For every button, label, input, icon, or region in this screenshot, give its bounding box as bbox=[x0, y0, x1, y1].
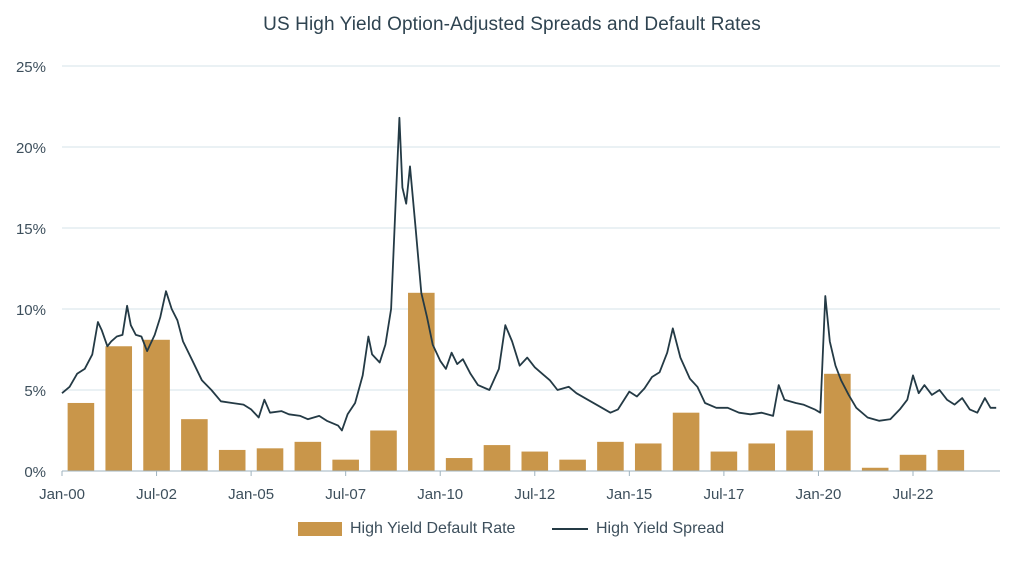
default-rate-bar bbox=[67, 402, 95, 471]
default-rate-bar bbox=[370, 430, 397, 471]
legend: High Yield Default Rate High Yield Sprea… bbox=[0, 520, 1024, 544]
default-rate-bar bbox=[483, 445, 511, 471]
default-rate-bar bbox=[143, 339, 170, 471]
default-rate-bar bbox=[218, 449, 246, 471]
default-rate-bars bbox=[67, 292, 965, 471]
default-rate-bar bbox=[332, 459, 359, 471]
x-tick-label: Jul-17 bbox=[703, 486, 744, 503]
default-rate-bar bbox=[256, 448, 284, 471]
legend-item-spread: High Yield Spread bbox=[552, 520, 724, 538]
default-rate-bar bbox=[824, 373, 851, 471]
legend-label-default-rate: High Yield Default Rate bbox=[350, 520, 516, 537]
default-rate-bar bbox=[672, 412, 700, 471]
y-tick-label: 10% bbox=[16, 302, 46, 319]
legend-swatch-spread bbox=[552, 528, 588, 530]
default-rate-bar bbox=[786, 430, 813, 471]
default-rate-bar bbox=[899, 454, 927, 471]
legend-swatch-default-rate bbox=[298, 522, 342, 536]
default-rate-bar bbox=[634, 443, 662, 471]
default-rate-bar bbox=[559, 459, 586, 471]
y-tick-label: 5% bbox=[24, 383, 46, 400]
default-rate-bar bbox=[294, 441, 322, 471]
x-tick-label: Jul-07 bbox=[325, 486, 366, 503]
y-tick-label: 15% bbox=[16, 221, 46, 238]
y-tick-label: 20% bbox=[16, 140, 46, 157]
legend-item-default-rate: High Yield Default Rate bbox=[298, 520, 515, 538]
x-tick-label: Jan-00 bbox=[39, 486, 85, 503]
default-rate-bar bbox=[861, 467, 889, 471]
legend-label-spread: High Yield Spread bbox=[596, 520, 725, 537]
x-tick-label: Jan-10 bbox=[417, 486, 463, 503]
default-rate-bar bbox=[710, 451, 738, 471]
x-tick-label: Jan-20 bbox=[796, 486, 842, 503]
x-axis-ticks: Jan-00 Jul-02 Jan-05 Jul-07 Jan-10 Jul-12 Jan-… bbox=[39, 471, 933, 503]
default-rate-bar bbox=[597, 441, 624, 471]
default-rate-bar bbox=[937, 449, 965, 471]
y-tick-label: 0% bbox=[24, 464, 46, 481]
x-tick-label: Jul-22 bbox=[893, 486, 934, 503]
x-tick-label: Jan-05 bbox=[228, 486, 274, 503]
x-tick-label: Jan-15 bbox=[606, 486, 652, 503]
default-rate-bar bbox=[181, 419, 208, 471]
default-rate-bar bbox=[748, 443, 776, 471]
default-rate-bar bbox=[408, 292, 435, 471]
y-axis-ticks: 0% 5% 10% 15% 20% 25% bbox=[16, 59, 46, 481]
default-rate-bar bbox=[445, 458, 473, 471]
x-tick-label: Jul-12 bbox=[514, 486, 555, 503]
x-tick-label: Jul-02 bbox=[136, 486, 177, 503]
spread-line bbox=[61, 116, 997, 432]
y-tick-label: 25% bbox=[16, 59, 46, 76]
gridlines bbox=[62, 65, 1000, 391]
chart-title: US High Yield Option-Adjusted Spreads an… bbox=[263, 14, 761, 35]
default-rate-bar bbox=[105, 346, 133, 471]
default-rate-bar bbox=[521, 451, 549, 471]
